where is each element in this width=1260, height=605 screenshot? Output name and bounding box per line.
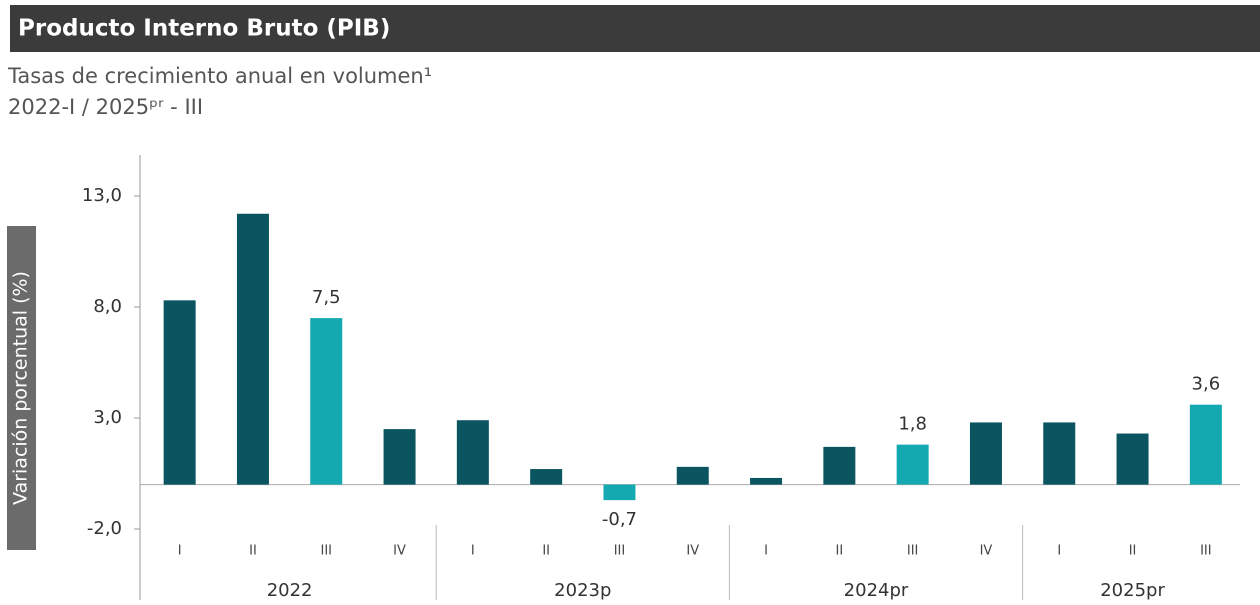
bar [383, 429, 416, 485]
bar [530, 469, 563, 485]
x-tick-label: III [907, 544, 919, 559]
value-label: -0,7 [602, 509, 637, 530]
bar [823, 446, 856, 485]
x-tick-label: III [320, 544, 332, 559]
x-tick-label: II [1129, 544, 1137, 559]
x-tick-label: III [1200, 544, 1212, 559]
x-tick-label: IV [980, 544, 993, 559]
chart-title: Producto Interno Bruto (PIB) [18, 16, 390, 42]
group-label: 2022 [267, 580, 313, 601]
bar [310, 318, 343, 485]
group-label: 2024pr [844, 580, 909, 601]
x-tick-label: II [542, 544, 550, 559]
title-bar [10, 5, 1260, 52]
y-tick-label: -2,0 [87, 518, 122, 539]
bar [1043, 422, 1076, 485]
x-tick-label: II [249, 544, 257, 559]
y-label-box [7, 226, 36, 550]
bar [1116, 433, 1149, 485]
bar [236, 213, 269, 485]
value-label: 1,8 [898, 414, 927, 435]
bar [896, 444, 929, 485]
period: 2022-I / 2025ᵖʳ - III [8, 95, 203, 119]
bar [969, 422, 1002, 485]
x-tick-label: I [1057, 544, 1061, 559]
x-tick-label: III [614, 544, 626, 559]
y-axis-label: Variación porcentual (%) [10, 271, 32, 505]
value-label: 7,5 [312, 287, 341, 308]
bar [603, 484, 636, 501]
subtitle: Tasas de crecimiento anual en volumen¹ [7, 64, 432, 88]
x-tick-label: I [471, 544, 475, 559]
y-tick-label: 8,0 [93, 296, 122, 317]
x-tick-label: IV [393, 544, 406, 559]
x-tick-label: II [836, 544, 844, 559]
bar [676, 466, 709, 485]
bar [1189, 404, 1222, 485]
group-label: 2023p [554, 580, 611, 601]
x-tick-label: IV [686, 544, 699, 559]
bar [163, 300, 196, 485]
x-tick-label: I [178, 544, 182, 559]
group-label: 2025pr [1100, 580, 1165, 601]
bar [750, 477, 783, 485]
value-label: 3,6 [1192, 374, 1221, 395]
bar [456, 420, 489, 485]
x-tick-label: I [764, 544, 768, 559]
y-tick-label: 13,0 [82, 185, 122, 206]
y-tick-label: 3,0 [93, 407, 122, 428]
